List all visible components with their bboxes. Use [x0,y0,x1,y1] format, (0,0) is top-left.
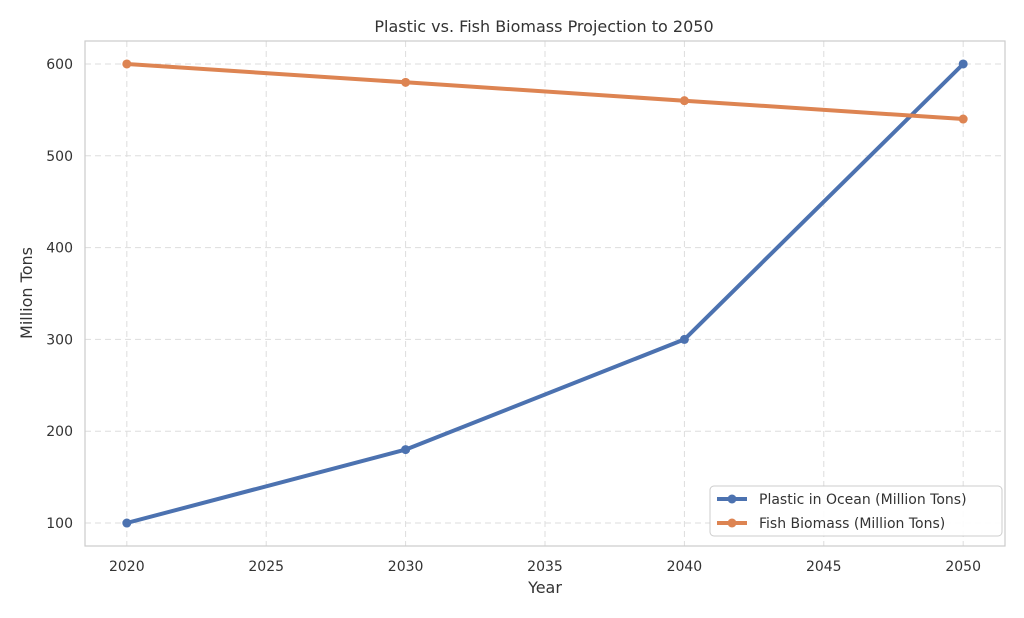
data-point [401,445,411,455]
data-series [122,59,968,528]
legend-marker [727,494,737,504]
y-tick-label: 200 [46,424,73,440]
data-point [679,96,689,106]
x-tick-label: 2040 [667,559,703,575]
x-axis-label: Year [527,578,562,597]
y-tick-label: 400 [46,241,73,257]
data-point [122,518,132,528]
y-tick-label: 100 [46,516,73,532]
x-tick-label: 2025 [248,559,284,575]
data-point [679,334,689,344]
x-axis-ticks: 2020 2025 2030 2035 2040 2045 2050 [109,559,981,575]
x-tick-label: 2030 [388,559,424,575]
x-tick-label: 2050 [945,559,981,575]
data-point [122,59,132,69]
data-point [958,114,968,124]
y-tick-label: 500 [46,149,73,165]
series-2 [122,59,968,124]
x-tick-label: 2020 [109,559,145,575]
legend-label: Plastic in Ocean (Million Tons) [759,492,967,508]
legend-marker [727,518,737,528]
x-tick-label: 2035 [527,559,563,575]
y-axis-label: Million Tons [17,247,36,339]
legend: Plastic in Ocean (Million Tons) Fish Biom… [709,485,1003,537]
grid-lines [85,41,1005,546]
legend-label: Fish Biomass (Million Tons) [759,516,945,532]
data-point [401,77,411,87]
y-tick-label: 600 [46,57,73,73]
series-1 [122,59,968,528]
y-tick-label: 300 [46,332,73,348]
plot-area-frame [84,40,1006,547]
x-tick-label: 2045 [806,559,842,575]
data-point [958,59,968,69]
legend-box [709,485,1003,537]
series-line [124,62,966,121]
series-line [124,62,966,525]
chart-title: Plastic vs. Fish Biomass Projection to 2… [374,17,713,36]
y-axis-ticks: 100 200 300 400 500 600 [46,57,73,532]
